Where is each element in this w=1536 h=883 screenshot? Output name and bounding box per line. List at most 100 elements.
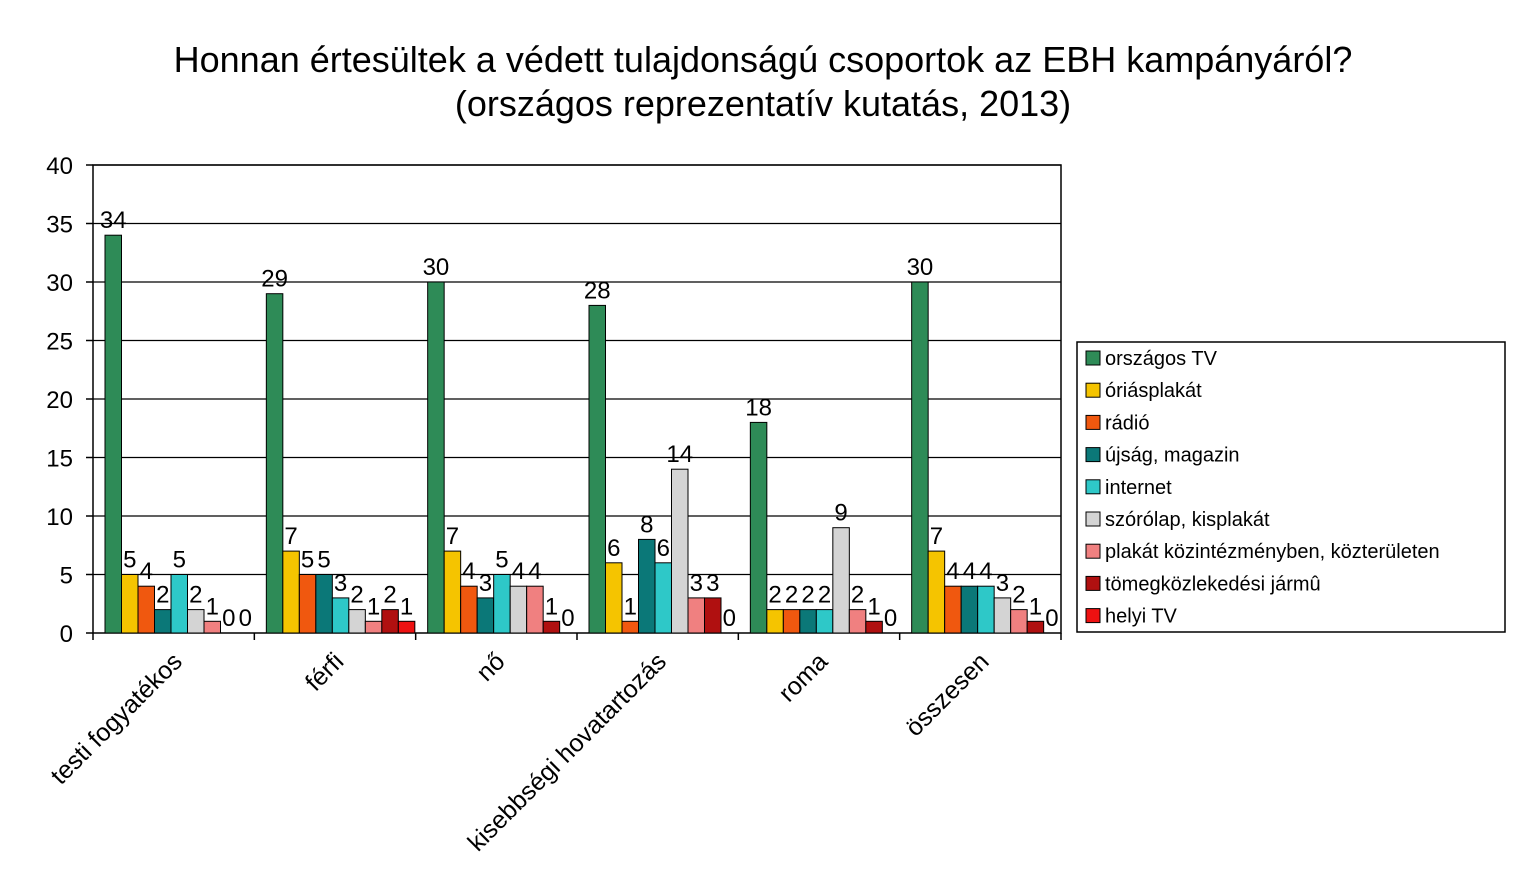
y-tick-label: 25 (46, 329, 73, 356)
bar (848, 609, 867, 634)
data-label: 4 (512, 558, 525, 585)
bar (203, 620, 221, 634)
data-label: 5 (317, 547, 330, 574)
bar (782, 609, 801, 634)
x-category-label: roma (773, 647, 833, 707)
legend-swatch (1085, 447, 1101, 463)
bar (364, 620, 383, 634)
data-label: 2 (785, 582, 798, 609)
data-label: 2 (801, 582, 814, 609)
data-label: 3 (706, 570, 719, 597)
data-label: 1 (624, 593, 637, 620)
bar (121, 574, 139, 634)
bar (638, 538, 656, 634)
bar (137, 585, 155, 634)
data-label: 0 (723, 605, 736, 632)
y-tick-label: 10 (46, 504, 73, 531)
data-label: 2 (818, 582, 831, 609)
legend-label: újság, magazin (1105, 445, 1240, 467)
data-label: 3 (479, 570, 492, 597)
data-label: 1 (867, 593, 880, 620)
data-label: 7 (284, 523, 297, 550)
bar (799, 609, 817, 634)
data-label: 14 (666, 441, 693, 468)
bar (911, 281, 929, 634)
legend-label: országos TV (1105, 348, 1218, 370)
bar (815, 609, 834, 634)
bar (704, 597, 722, 634)
bar (427, 281, 445, 634)
data-label: 4 (528, 558, 541, 585)
data-label: 3 (996, 570, 1009, 597)
data-label: 4 (946, 558, 959, 585)
bar (443, 550, 462, 634)
bar (605, 562, 623, 634)
data-label: 30 (423, 254, 450, 281)
legend-label: óriásplakát (1105, 380, 1202, 402)
chart-subtitle: (országos reprezentatív kutatás, 2013) (454, 83, 1072, 124)
data-label: 2 (1012, 582, 1025, 609)
legend-label: tömegközlekedési jármû (1105, 573, 1321, 595)
data-label: 18 (745, 394, 772, 421)
bar (170, 574, 188, 634)
bar (542, 620, 561, 634)
y-tick-label: 35 (46, 212, 73, 239)
bar (671, 468, 689, 634)
bar (381, 609, 399, 634)
data-label: 4 (979, 558, 992, 585)
data-label: 5 (301, 547, 314, 574)
y-tick-label: 20 (46, 387, 73, 414)
bar (993, 597, 1012, 634)
data-label: 4 (140, 558, 153, 585)
data-label: 0 (884, 605, 897, 632)
bar (687, 597, 705, 634)
legend-swatch (1085, 543, 1101, 559)
x-category-label: férfi (300, 647, 349, 696)
legend-swatch (1085, 608, 1101, 624)
bar (927, 550, 946, 634)
data-label: 0 (239, 605, 252, 632)
legend-label: szórólap, kisplakát (1105, 509, 1270, 531)
y-tick-label: 30 (46, 270, 73, 297)
legend-swatch (1085, 575, 1101, 591)
legend-swatch (1085, 350, 1101, 366)
legend-box (1076, 341, 1506, 633)
data-label: 1 (1029, 593, 1042, 620)
bar (348, 609, 366, 634)
data-label: 2 (156, 582, 169, 609)
legend-swatch (1085, 479, 1101, 495)
bar (944, 585, 962, 634)
bar (460, 585, 478, 634)
data-label: 7 (930, 523, 943, 550)
data-label: 5 (495, 547, 508, 574)
data-label: 34 (100, 207, 127, 234)
y-tick-label: 40 (46, 153, 73, 180)
data-label: 7 (446, 523, 459, 550)
bar (749, 421, 768, 634)
data-label: 6 (657, 535, 670, 562)
chart-title-block: Honnan értesültek a védett tulajdonságú … (0, 38, 1526, 126)
bar (265, 293, 284, 634)
bar (298, 574, 317, 634)
bar (509, 585, 528, 634)
data-label: 5 (123, 547, 136, 574)
legend-label: helyi TV (1105, 606, 1178, 628)
bar (832, 527, 850, 634)
bar (154, 609, 172, 634)
data-label: 4 (963, 558, 976, 585)
y-tick-label: 0 (60, 621, 73, 648)
legend-label: rádió (1105, 412, 1149, 434)
data-label: 4 (462, 558, 475, 585)
legend-label: internet (1105, 477, 1172, 499)
data-label: 1 (400, 593, 413, 620)
bar (621, 620, 639, 634)
bar (977, 585, 995, 634)
x-category-label: összesen (900, 647, 994, 741)
chart-title: Honnan értesültek a védett tulajdonságú … (173, 39, 1353, 80)
data-label: 0 (561, 605, 574, 632)
data-label: 3 (334, 570, 347, 597)
bar (766, 609, 784, 634)
data-label: 0 (222, 605, 235, 632)
data-label: 2 (383, 582, 396, 609)
x-category-label: testi fogyatékos (45, 647, 188, 790)
